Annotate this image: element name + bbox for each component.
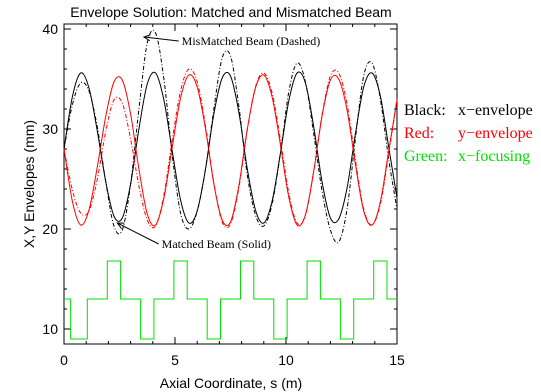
series-layer <box>64 30 397 339</box>
legend-key: Black: <box>404 99 458 122</box>
series-y-envelope-mismatched <box>64 69 397 228</box>
y-tick-label: 20 <box>42 221 58 237</box>
y-tick-label: 30 <box>42 121 58 137</box>
legend-item-y-envelope: Red: y−envelope <box>404 122 533 145</box>
legend-label: y−envelope <box>458 122 533 145</box>
legend: Black: x−envelope Red: y−envelope Green: x−… <box>404 99 533 168</box>
y-tick-label: 10 <box>42 321 58 337</box>
series-x-envelope-matched <box>64 72 397 223</box>
annotation-layer: MisMatched Beam (Dashed) Matched Beam (So… <box>117 34 320 251</box>
legend-key: Green: <box>404 145 458 168</box>
plot-frame <box>64 24 397 344</box>
axis-ticks: 0 5 10 15 10 20 30 40 <box>42 21 405 368</box>
series-x-focusing <box>64 261 397 339</box>
annotation-arrow-line <box>117 223 158 244</box>
x-tick-label: 15 <box>389 352 405 368</box>
series-x-envelope-mismatched <box>64 30 397 243</box>
legend-item-x-envelope: Black: x−envelope <box>404 99 533 122</box>
x-axis-label: Axial Coordinate, s (m) <box>160 375 302 391</box>
legend-label: x−envelope <box>458 99 533 122</box>
annotation-mismatched-beam: MisMatched Beam (Dashed) <box>144 34 320 48</box>
legend-item-x-focusing: Green: x−focusing <box>404 145 533 168</box>
annotation-matched-beam: Matched Beam (Solid) <box>117 223 271 251</box>
x-tick-label: 5 <box>171 352 179 368</box>
annotation-text: Matched Beam (Solid) <box>162 237 271 251</box>
series-y-envelope-matched <box>64 75 397 226</box>
y-axis-label: X,Y Envelopes (mm) <box>21 120 37 248</box>
legend-key: Red: <box>404 122 458 145</box>
x-tick-label: 0 <box>60 352 68 368</box>
chart-title: Envelope Solution: Matched and Mismatche… <box>70 4 391 20</box>
x-tick-label: 10 <box>278 352 294 368</box>
annotation-text: MisMatched Beam (Dashed) <box>182 34 321 48</box>
y-tick-label: 40 <box>42 21 58 37</box>
legend-label: x−focusing <box>458 145 530 168</box>
